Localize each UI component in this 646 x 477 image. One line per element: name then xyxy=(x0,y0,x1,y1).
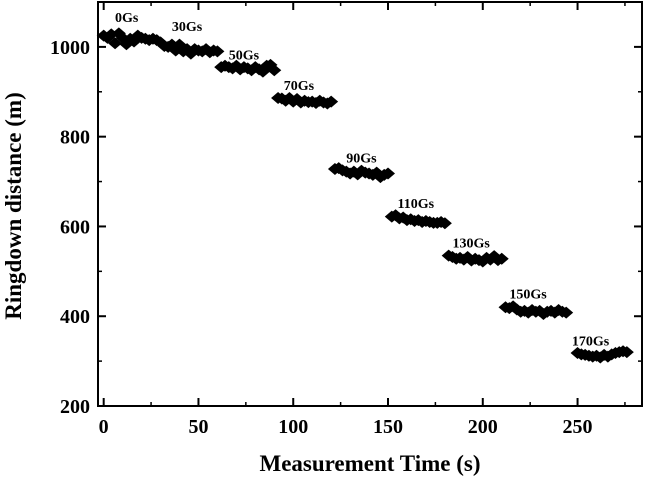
field-label: 90Gs xyxy=(346,152,377,167)
x-tick-labels: 0 50 100 150 200 250 xyxy=(99,416,593,438)
x-tick-label: 50 xyxy=(188,416,208,438)
data-point xyxy=(324,95,339,108)
x-axis-title: Measurement Time (s) xyxy=(259,451,480,476)
y-tick-label: 800 xyxy=(60,127,90,149)
field-label: 170Gs xyxy=(572,334,610,349)
field-label: 70Gs xyxy=(284,79,315,94)
data-point xyxy=(559,306,574,319)
y-axis-title: Ringdown distance (m) xyxy=(1,92,26,319)
y-tick-label: 400 xyxy=(60,306,90,328)
y-tick-label: 600 xyxy=(60,216,90,238)
y-tick-label: 200 xyxy=(60,396,90,418)
data-point xyxy=(437,217,452,230)
x-tick-label: 250 xyxy=(563,416,593,438)
field-annotations: 0Gs 30Gs 50Gs 70Gs 90Gs 110Gs 130Gs 150Gs 170Gs xyxy=(115,11,610,349)
axis-ticks xyxy=(98,2,642,407)
y-tick-labels: 200 400 600 800 1000 xyxy=(50,37,90,418)
field-label: 150Gs xyxy=(509,287,547,302)
field-label: 30Gs xyxy=(172,20,203,35)
data-point xyxy=(381,167,396,180)
data-point xyxy=(244,64,259,77)
data-points xyxy=(96,27,634,364)
x-tick-label: 150 xyxy=(373,416,403,438)
y-tick-label: 1000 xyxy=(50,37,90,59)
data-point xyxy=(475,255,490,268)
x-tick-label: 0 xyxy=(99,416,109,438)
x-tick-label: 100 xyxy=(278,416,308,438)
data-point xyxy=(619,346,634,359)
data-point xyxy=(267,64,282,77)
data-point xyxy=(494,252,509,265)
x-tick-label: 200 xyxy=(468,416,498,438)
field-label: 130Gs xyxy=(452,237,490,252)
plot-frame xyxy=(97,1,643,407)
data-point xyxy=(210,45,225,58)
field-label: 0Gs xyxy=(115,11,139,26)
field-label: 50Gs xyxy=(229,48,260,63)
field-label: 110Gs xyxy=(397,197,434,212)
